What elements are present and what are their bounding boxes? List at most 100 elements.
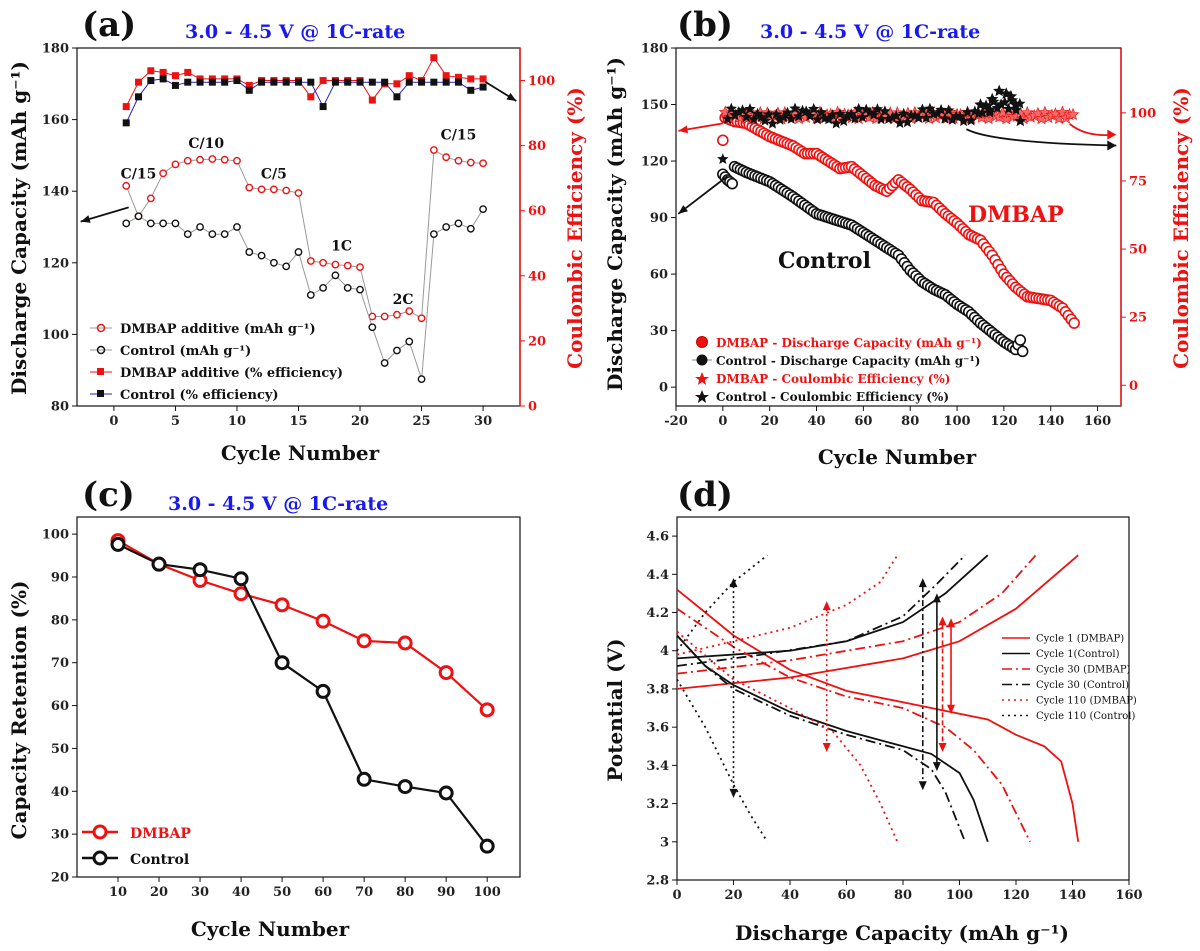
x-tick-label: 0 <box>718 414 727 429</box>
point-a-0-16 <box>319 258 328 267</box>
x-tick-label: 20 <box>724 888 742 903</box>
y-tick-label: 80 <box>51 400 69 415</box>
panel-a-subtitle: 3.0 - 4.5 V @ 1C-rate <box>185 21 405 43</box>
point-c-0-9 <box>479 702 495 718</box>
point-a-1-23 <box>405 337 414 346</box>
point-c-1-3 <box>233 571 249 587</box>
point-a-0-0 <box>122 181 131 190</box>
x-tick-label: 20 <box>351 414 369 429</box>
point-a-3-18 <box>344 78 352 86</box>
arrow-b-ce-dmbap-head <box>1107 129 1117 140</box>
point-a-2-16 <box>319 77 327 85</box>
point-b-control-ce-68 <box>976 106 989 118</box>
legend-b-marker-3 <box>695 372 709 385</box>
x-tick-label: 0 <box>109 414 118 429</box>
x-tick-label: 20 <box>150 885 168 900</box>
gap-arrow-head-top <box>918 578 927 588</box>
point-b-control-ce-27 <box>823 113 835 125</box>
series-a-line-3 <box>125 78 484 124</box>
point-b-control-ce-62 <box>954 110 966 122</box>
point-a-1-7 <box>208 230 217 239</box>
panel-b-axes: -20 0 20 40 60 80 100 120 140 160 0 30 60 90 120 150 180… <box>641 42 1156 430</box>
point-b-control-ce-16 <box>781 106 794 118</box>
point-b-control-ce-36 <box>856 111 869 123</box>
point-b-control-cap-103 <box>1014 334 1027 346</box>
point-b-control-ce-2 <box>729 109 741 121</box>
point-a-0-17 <box>331 260 340 269</box>
curve-d-0 <box>676 588 1080 842</box>
y-tick-label: 3.8 <box>646 682 669 697</box>
point-b-control-ce-14 <box>774 113 786 125</box>
rate-label-2: C/5 <box>261 167 287 183</box>
point-a-3-24 <box>418 78 426 86</box>
point-a-3-27 <box>454 78 462 86</box>
point-a-0-26 <box>442 153 451 162</box>
point-a-3-29 <box>479 83 487 91</box>
legend-a-marker-4 <box>97 390 104 397</box>
panel-c-subtitle: 3.0 - 4.5 V @ 1C-rate <box>168 493 388 515</box>
point-a-3-15 <box>307 78 315 86</box>
x-tick-label: 60 <box>314 885 332 900</box>
gap-arrow-head-top <box>932 593 941 603</box>
point-a-0-25 <box>429 146 438 154</box>
point-b-control-ce-extra-5 <box>1009 98 1022 110</box>
y-tick-label: 4.6 <box>646 530 669 545</box>
y-tick-label: 3.2 <box>646 797 669 812</box>
point-b-control-ce-0 <box>721 113 734 124</box>
x-tick-label: 15 <box>289 414 307 429</box>
y-tick-label: 4.2 <box>646 606 669 621</box>
legend-a-marker-2 <box>96 345 106 355</box>
point-a-1-18 <box>343 283 352 292</box>
y2-tick-label: 20 <box>528 334 546 349</box>
point-a-3-7 <box>208 78 216 86</box>
point-b-control-ce-47 <box>897 107 910 119</box>
point-a-1-11 <box>257 251 266 260</box>
point-b-control-ce-5 <box>740 111 752 123</box>
x-tick-label: 40 <box>807 414 825 429</box>
point-b-control-ce-19 <box>793 110 805 122</box>
point-b-control-ce-18 <box>789 102 801 114</box>
point-a-3-16 <box>319 103 327 111</box>
y2-tick-label: 40 <box>528 269 546 284</box>
x-tick-label: 160 <box>1115 888 1142 903</box>
panel-d-xlabel: Discharge Capacity (mAh g⁻¹) <box>735 921 1069 945</box>
y2-tick-label: 80 <box>528 139 546 154</box>
panel-c-axes: 10 20 30 40 50 60 70 80 90 100 20 30 40 50 60 70 80 90 100 <box>42 516 521 900</box>
point-a-3-4 <box>171 81 179 89</box>
panel-b-control-annotation: Control <box>778 248 871 274</box>
point-a-1-21 <box>380 359 389 367</box>
x-tick-label: 10 <box>109 885 127 900</box>
point-a-1-3 <box>159 219 168 228</box>
legend-b-marker-2 <box>696 354 708 366</box>
point-a-1-17 <box>331 271 340 280</box>
panel-b-subtitle: 3.0 - 4.5 V @ 1C-rate <box>760 21 980 43</box>
rate-label-3: 1C <box>331 238 352 254</box>
point-b-control-ce-31 <box>838 115 850 126</box>
panel-c-label: (c) <box>82 475 135 515</box>
point-a-2-15 <box>307 93 315 101</box>
legend-c-text-1: DMBAP <box>130 826 191 842</box>
point-b-control-ce-extra-7 <box>983 103 996 116</box>
panel-b-label: (b) <box>677 5 733 45</box>
point-b-control-ce-42 <box>879 105 891 117</box>
panel-c: 10 20 30 40 50 60 70 80 90 100 20 30 40 50 60 70 80 90 100… <box>7 475 521 941</box>
y-tick-label: 30 <box>650 324 668 339</box>
plot-frame <box>76 516 521 878</box>
y-tick-label: 30 <box>51 828 69 843</box>
legend-b-marker-4 <box>695 390 709 403</box>
x-tick-label: 30 <box>474 414 492 429</box>
x-tick-label: 0 <box>672 888 681 903</box>
panel-d: 0 20 40 60 80 100 120 140 160 2.8 3 3.2 3.4 3.6 3.8 4 4.… <box>603 475 1143 945</box>
rate-label-1: C/10 <box>188 136 224 152</box>
point-b-control-ce-46 <box>894 117 906 128</box>
point-c-0-8 <box>438 665 454 681</box>
panel-a-rate-annotations: C/15 C/10 C/5 1C 2C C/15 <box>121 127 477 308</box>
legend-b-text-2: Control - Discharge Capacity (mAh g⁻¹) <box>716 354 980 368</box>
y-tick-label: 3 <box>660 835 669 850</box>
point-a-3-9 <box>233 77 241 85</box>
point-b-control-ce-65 <box>965 114 977 126</box>
point-a-3-17 <box>331 78 339 86</box>
point-a-0-6 <box>196 155 204 164</box>
point-a-2-27 <box>454 73 462 81</box>
point-a-1-22 <box>393 346 401 355</box>
